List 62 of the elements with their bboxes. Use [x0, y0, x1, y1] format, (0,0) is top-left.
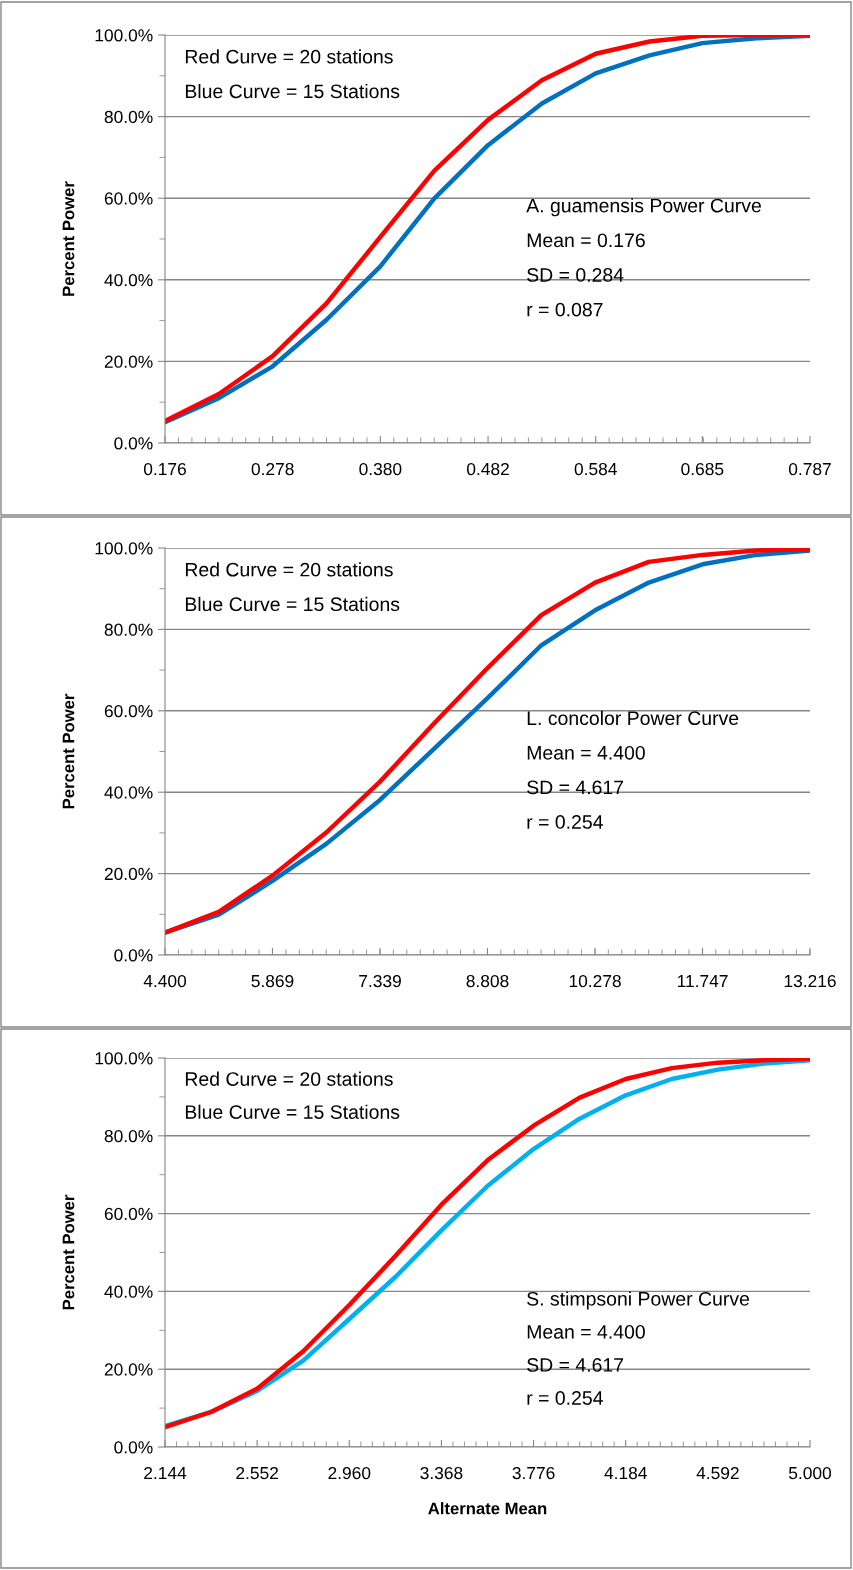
y-axis-title: Percent Power [62, 181, 75, 296]
y-tick-label: 0.0% [114, 949, 153, 962]
annotation: Blue Curve = 15 Stations [185, 596, 400, 612]
annotation: Mean = 0.176 [527, 233, 645, 248]
x-tick-label: 0.278 [251, 462, 294, 476]
y-tick-label: 20.0% [104, 1363, 153, 1376]
x-tick-label: 2.960 [328, 1466, 371, 1480]
x-tick-label: 0.380 [359, 462, 402, 476]
y-axis-title: Percent Power [62, 693, 75, 809]
x-axis-title: Alternate Mean [428, 1502, 547, 1515]
x-tick-label: 2.144 [144, 1466, 187, 1480]
annotation: Mean = 4.400 [527, 745, 645, 760]
x-tick-label: 10.278 [569, 974, 621, 988]
annotation: Blue Curve = 15 Stations [185, 83, 400, 99]
y-tick-label: 0.0% [114, 437, 153, 450]
y-tick-label: 40.0% [104, 1285, 153, 1298]
y-tick-label: 20.0% [104, 355, 153, 368]
annotation: SD = 0.284 [527, 268, 624, 282]
y-tick-label: 100.0% [95, 542, 153, 555]
annotation: A. guamensis Power Curve [526, 198, 761, 217]
x-tick-label: 0.584 [574, 462, 617, 476]
y-tick-label: 60.0% [104, 192, 153, 205]
x-tick-label: 5.000 [788, 1466, 832, 1480]
annotation: r = 0.254 [527, 1391, 603, 1405]
y-tick-label: 40.0% [104, 273, 153, 287]
y-tick-label: 80.0% [104, 1129, 153, 1143]
annotation: r = 0.087 [527, 302, 603, 317]
x-tick-label: 5.869 [251, 974, 294, 988]
x-tick-label: 13.216 [784, 974, 836, 988]
annotation: Red Curve = 20 stations [185, 49, 393, 64]
x-tick-label: 4.184 [604, 1466, 647, 1480]
annotation: Blue Curve = 15 Stations [185, 1104, 400, 1119]
annotation: S. stimpsoni Power Curve [527, 1291, 750, 1310]
y-tick-label: 40.0% [104, 786, 153, 799]
y-axis-title: Percent Power [62, 1194, 75, 1310]
annotation: Red Curve = 20 stations [185, 1071, 393, 1086]
x-tick-label: 0.176 [143, 462, 186, 476]
y-tick-label: 100.0% [95, 29, 153, 42]
x-tick-label: 7.339 [359, 974, 401, 988]
x-tick-label: 0.685 [681, 462, 724, 476]
x-tick-label: 11.747 [677, 975, 728, 988]
y-tick-label: 80.0% [104, 623, 153, 636]
annotation: r = 0.254 [527, 815, 603, 829]
x-tick-label: 0.787 [788, 462, 831, 476]
x-tick-label: 8.808 [466, 974, 509, 988]
x-tick-label: 4.592 [696, 1466, 739, 1480]
annotation: SD = 4.617 [527, 1358, 624, 1372]
annotation: Mean = 4.400 [527, 1324, 645, 1339]
x-tick-label: 3.368 [420, 1466, 463, 1480]
annotation: Red Curve = 20 stations [185, 562, 393, 577]
y-tick-label: 0.0% [114, 1441, 153, 1454]
x-tick-label: 4.400 [143, 974, 187, 988]
x-tick-label: 3.776 [512, 1466, 555, 1480]
y-tick-label: 20.0% [104, 867, 153, 881]
y-tick-label: 60.0% [104, 1207, 153, 1221]
y-tick-label: 100.0% [95, 1052, 153, 1065]
y-tick-label: 80.0% [104, 110, 153, 124]
x-tick-label: 0.482 [466, 462, 509, 476]
x-tick-label: 2.552 [236, 1466, 278, 1480]
y-tick-label: 60.0% [104, 704, 153, 718]
annotation: L. concolor Power Curve [527, 710, 739, 726]
annotation: SD = 4.617 [527, 780, 624, 795]
